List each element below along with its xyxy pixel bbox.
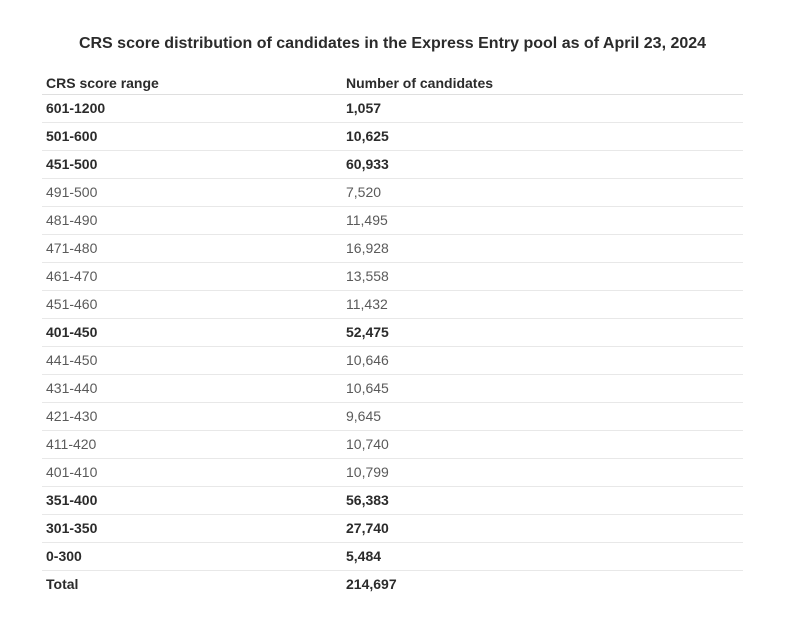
candidate-count-cell: 7,520 <box>342 178 743 207</box>
score-range-cell: Total <box>46 576 79 592</box>
candidate-count-cell: 10,799 <box>342 458 743 487</box>
table-row: 0-300 5,484 <box>42 542 743 571</box>
page-title: CRS score distribution of candidates in … <box>78 35 707 52</box>
table-row: 411-420 10,740 <box>42 430 743 459</box>
candidate-count-cell: 52,475 <box>342 318 743 347</box>
candidate-count-cell: 27,740 <box>342 514 743 543</box>
table-row: 481-490 11,495 <box>42 206 743 235</box>
table-row: Total 214,697 <box>42 571 743 599</box>
table-row: 301-350 27,740 <box>42 514 743 543</box>
candidate-count-cell: 16,928 <box>342 234 743 263</box>
candidate-count-cell: 60,933 <box>342 150 743 179</box>
candidate-count-cell: 10,625 <box>342 122 743 151</box>
score-range-cell: 441-450 <box>42 346 342 375</box>
candidate-count-cell: 5,484 <box>342 542 743 571</box>
table-body: 601-1200 1,057 501-600 10,625 451-500 60… <box>42 94 743 599</box>
candidate-count-cell: 10,646 <box>342 346 743 375</box>
column-header-candidate-count: Number of candidates <box>342 75 743 95</box>
table-row: 451-460 11,432 <box>42 290 743 319</box>
score-range-cell: 401-410 <box>42 458 342 487</box>
crs-distribution-table: CRS score range Number of candidates 601… <box>42 75 743 598</box>
table-row: 421-430 9,645 <box>42 402 743 431</box>
candidate-count-cell: 1,057 <box>342 94 743 123</box>
score-range-cell: 0-300 <box>42 542 342 571</box>
score-range-cell: 421-430 <box>42 402 342 431</box>
candidate-count-cell: 13,558 <box>342 262 743 291</box>
candidate-count-cell: 10,645 <box>342 374 743 403</box>
candidate-count-cell: 10,740 <box>342 430 743 459</box>
candidate-count-cell: 11,432 <box>342 290 743 319</box>
score-range-cell: 461-470 <box>42 262 342 291</box>
score-range-cell: 451-460 <box>42 290 342 319</box>
score-range-cell: 401-450 <box>42 318 342 347</box>
candidate-count-cell: 214,697 <box>346 576 397 592</box>
table-row: 491-500 7,520 <box>42 178 743 207</box>
table-header-row: CRS score range Number of candidates <box>42 75 743 95</box>
candidate-count-cell: 56,383 <box>342 486 743 515</box>
score-range-cell: 301-350 <box>42 514 342 543</box>
table-row: 401-410 10,799 <box>42 458 743 487</box>
table-row: 461-470 13,558 <box>42 262 743 291</box>
score-range-cell: 451-500 <box>42 150 342 179</box>
score-range-cell: 471-480 <box>42 234 342 263</box>
table-row: 351-400 56,383 <box>42 486 743 515</box>
score-range-cell: 481-490 <box>42 206 342 235</box>
candidate-count-cell: 11,495 <box>342 206 743 235</box>
score-range-cell: 601-1200 <box>42 94 342 123</box>
score-range-cell: 431-440 <box>42 374 342 403</box>
column-header-score-range: CRS score range <box>42 75 342 95</box>
candidate-count-cell: 9,645 <box>342 402 743 431</box>
score-range-cell: 491-500 <box>42 178 342 207</box>
score-range-cell: 411-420 <box>42 430 342 459</box>
table-row: 451-500 60,933 <box>42 150 743 179</box>
table-row: 601-1200 1,057 <box>42 94 743 123</box>
table-row: 431-440 10,645 <box>42 374 743 403</box>
table-row: 501-600 10,625 <box>42 122 743 151</box>
table-row: 471-480 16,928 <box>42 234 743 263</box>
table-row: 401-450 52,475 <box>42 318 743 347</box>
table-row: 441-450 10,646 <box>42 346 743 375</box>
score-range-cell: 501-600 <box>42 122 342 151</box>
score-range-cell: 351-400 <box>42 486 342 515</box>
